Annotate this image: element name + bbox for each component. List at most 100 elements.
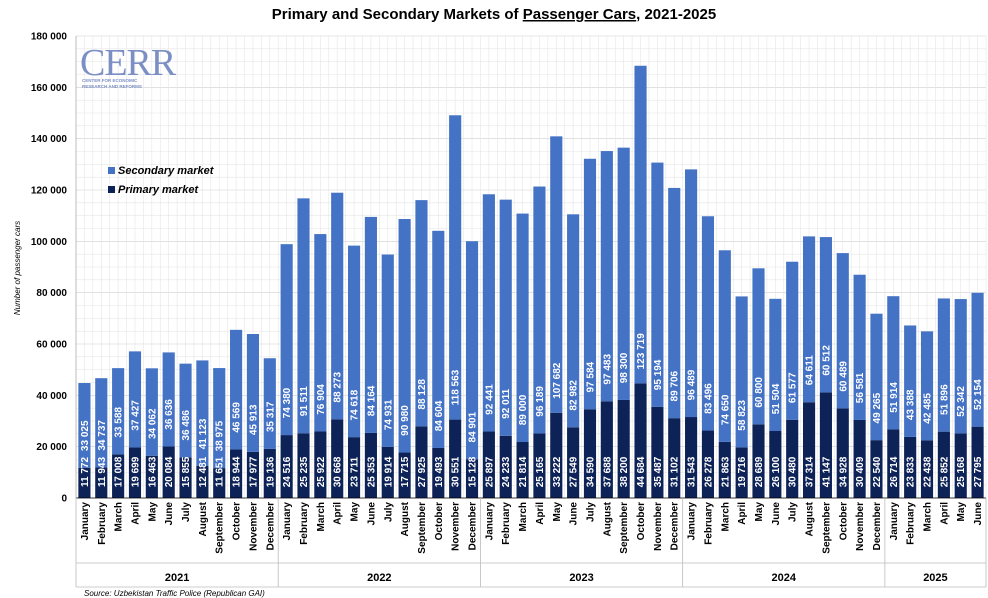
data-label-primary: 19 914	[383, 456, 394, 487]
bar-primary	[179, 457, 192, 498]
bar-primary	[162, 446, 175, 498]
bar-secondary	[415, 200, 428, 427]
x-tick-label: December	[670, 502, 681, 550]
data-label-secondary: 97 584	[585, 361, 596, 392]
data-label-secondary: 34 737	[97, 420, 108, 451]
x-tick-label: January	[889, 502, 900, 541]
bar-primary	[887, 429, 900, 498]
x-tick-label: October	[636, 502, 647, 540]
data-label-secondary: 92 011	[501, 388, 512, 418]
bar-secondary	[128, 351, 142, 448]
bar-primary	[112, 454, 125, 498]
data-label-secondary: 90 980	[400, 405, 411, 436]
bar-secondary	[230, 329, 243, 450]
y-tick-label: 160 000	[31, 83, 68, 94]
x-tick-label: October	[232, 502, 243, 540]
x-tick-label: September	[619, 502, 630, 554]
data-label-primary: 20 084	[164, 456, 175, 487]
y-tick-label: 60 000	[36, 340, 67, 351]
data-label-secondary: 82 982	[569, 380, 580, 411]
bar-secondary	[213, 368, 226, 469]
data-label-secondary: 41 123	[198, 418, 209, 449]
data-label-secondary: 56 581	[855, 372, 866, 403]
bar-secondary	[937, 298, 950, 432]
year-label: 2021	[165, 572, 189, 584]
bar-primary	[314, 431, 327, 498]
bar-primary	[904, 436, 917, 498]
x-tick-label: June	[973, 502, 984, 526]
x-tick-label: December	[872, 502, 883, 550]
x-tick-label: February	[906, 502, 917, 545]
bar-secondary	[196, 360, 209, 466]
bar-secondary	[634, 65, 647, 384]
bar-primary	[128, 447, 142, 498]
bar-primary	[213, 468, 226, 498]
data-label-primary: 18 944	[232, 456, 243, 487]
bar-primary	[634, 383, 647, 498]
bar-secondary	[600, 151, 613, 402]
bar-secondary	[465, 241, 479, 460]
x-tick-label: February	[97, 502, 108, 545]
bar-primary	[482, 431, 495, 498]
legend-label-primary: Primary market	[118, 184, 199, 196]
bar-primary	[533, 433, 546, 498]
data-label-primary: 25 353	[366, 456, 377, 487]
data-labels: 11 772 33 025 11 943 34 737 17 008 33 588 19 6…	[80, 333, 984, 487]
bar-secondary	[701, 216, 715, 431]
data-label-secondary: 88 128	[417, 379, 428, 410]
data-label-primary: 22 540	[872, 456, 883, 487]
data-label-primary: 23 833	[906, 456, 917, 487]
x-tick-label: March	[923, 502, 934, 531]
x-tick-label: June	[771, 502, 782, 526]
source-note: Source: Uzbekistan Traffic Police (Repub…	[84, 589, 265, 598]
year-label: 2022	[367, 572, 391, 584]
bar-primary	[398, 452, 411, 498]
bar-secondary	[145, 368, 158, 456]
logo-sub-line2: RESEARCH AND REFORMS	[82, 84, 142, 89]
data-label-primary: 11 943	[97, 457, 108, 487]
data-label-secondary: 52 342	[956, 386, 967, 417]
x-tick-label: June	[164, 502, 175, 526]
bar-secondary	[398, 219, 411, 453]
x-tick-label: January	[687, 502, 698, 541]
bar-secondary	[836, 253, 849, 409]
x-tick-label: July	[788, 502, 799, 522]
x-tick-label: March	[720, 502, 731, 531]
bar-secondary	[819, 237, 832, 393]
bar-primary	[297, 433, 310, 498]
data-label-secondary: 60 489	[838, 361, 849, 392]
bar-primary	[230, 449, 243, 498]
data-label-primary: 21 814	[518, 456, 529, 487]
bar-secondary	[769, 298, 782, 432]
bar-secondary	[853, 274, 866, 420]
data-label-primary: 26 278	[703, 456, 714, 487]
bar-primary	[196, 465, 209, 498]
bar-primary	[550, 412, 563, 498]
data-label-primary: 25 897	[484, 456, 495, 487]
data-label-primary: 34 590	[585, 456, 596, 487]
data-label-secondary: 37 427	[130, 400, 141, 431]
x-tick-label: May	[754, 502, 765, 522]
data-label-secondary: 74 650	[720, 394, 731, 425]
data-label-secondary: 74 380	[282, 387, 293, 418]
bar-secondary	[718, 250, 731, 442]
bar-secondary	[78, 383, 91, 468]
x-tick-label: August	[400, 501, 411, 536]
x-tick-label: August	[805, 501, 816, 536]
data-label-secondary: 83 496	[703, 383, 714, 414]
y-axis-ticks: 0 20 000 40 000 60 000 80 000 100 000 120 000 1…	[31, 32, 68, 505]
data-label-secondary: 89 000	[518, 394, 529, 425]
data-label-primary: 24 233	[501, 456, 512, 487]
y-tick-label: 20 000	[36, 442, 67, 453]
x-tick-label: February	[299, 502, 310, 545]
bar-primary	[415, 426, 428, 498]
data-label-primary: 27 549	[569, 456, 580, 487]
data-label-secondary: 89 706	[670, 370, 681, 401]
bar-secondary	[381, 254, 394, 447]
bar-primary	[364, 432, 377, 498]
bar-secondary	[735, 296, 748, 448]
bar-primary	[651, 406, 664, 498]
bar-primary	[516, 442, 529, 498]
bar-secondary	[870, 313, 883, 441]
bar-secondary	[617, 147, 630, 400]
